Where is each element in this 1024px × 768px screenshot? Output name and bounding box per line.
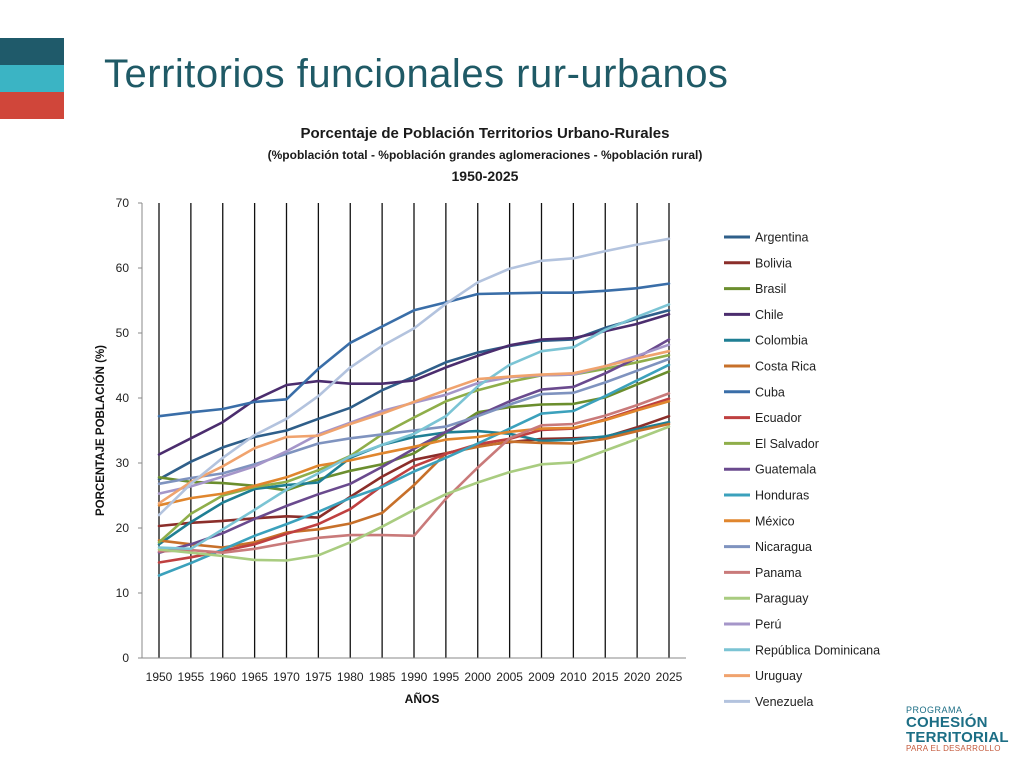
series-line (157, 282, 671, 418)
legend-label: Uruguay (755, 669, 803, 683)
x-tick-label: 2009 (528, 670, 555, 684)
x-tick-label: 1950 (146, 670, 173, 684)
y-tick-label: 0 (122, 651, 129, 665)
x-tick-label: 2000 (464, 670, 491, 684)
x-tick-label: 1985 (369, 670, 396, 684)
chart-period: 1950-2025 (451, 168, 519, 184)
series-line (157, 303, 671, 551)
series-line (157, 357, 671, 486)
y-tick-label: 30 (116, 456, 130, 470)
series-line (157, 349, 671, 505)
logo-line-1: PROGRAMA (906, 705, 963, 715)
legend-label: Chile (755, 308, 784, 322)
accent-bar-red (0, 92, 64, 119)
legend-label: Cuba (755, 385, 785, 399)
slide-title: Territorios funcionales rur-urbanos (104, 52, 729, 96)
accent-bar-teal (0, 65, 64, 92)
legend-label: México (755, 514, 795, 528)
series-line (157, 237, 671, 517)
x-tick-label: 2015 (592, 670, 619, 684)
legend-label: Ecuador (755, 411, 802, 425)
series-line (157, 392, 671, 555)
chart-subtitle: (%población total - %población grandes a… (267, 148, 703, 162)
series-line (157, 370, 671, 492)
y-tick-label: 60 (116, 261, 130, 275)
series-line (157, 420, 671, 546)
chart-title: Porcentaje de Población Territorios Urba… (300, 125, 670, 142)
legend-label: Bolivia (755, 256, 792, 270)
y-tick-label: 40 (116, 391, 130, 405)
legend-label: Perú (755, 618, 781, 632)
series-line (157, 312, 671, 456)
legend-label: Brasil (755, 282, 786, 296)
x-tick-label: 1970 (273, 670, 300, 684)
x-tick-label: 2020 (624, 670, 651, 684)
legend-label: Venezuela (755, 695, 813, 709)
program-logo: PROGRAMA COHESIÓN TERRITORIAL PARA EL DE… (906, 706, 1016, 753)
y-tick-label: 70 (116, 196, 130, 210)
series-line (157, 399, 671, 507)
logo-line-4: PARA EL DESARROLLO (906, 744, 1001, 753)
legend-label: República Dominicana (755, 643, 880, 657)
y-tick-label: 50 (116, 326, 130, 340)
accent-bar-dark (0, 38, 64, 65)
x-tick-label: 1955 (178, 670, 205, 684)
logo-line-2: COHESIÓN (906, 714, 988, 731)
x-tick-label: 1960 (209, 670, 236, 684)
x-tick-label: 1995 (433, 670, 460, 684)
logo-line-3: TERRITORIAL (906, 729, 1009, 746)
series-line (157, 422, 671, 549)
legend-label: Honduras (755, 489, 809, 503)
legend-label: Colombia (755, 334, 808, 348)
legend-label: Costa Rica (755, 360, 816, 374)
x-tick-label: 1965 (241, 670, 268, 684)
legend-label: Guatemala (755, 463, 816, 477)
x-tick-label: 1980 (337, 670, 364, 684)
legend-label: Panama (755, 566, 802, 580)
series-line (157, 363, 671, 577)
y-tick-label: 10 (116, 586, 130, 600)
x-tick-label: 1990 (401, 670, 428, 684)
legend-label: Nicaragua (755, 540, 812, 554)
series-line (157, 338, 671, 555)
legend-label: Paraguay (755, 592, 809, 606)
legend-label: Argentina (755, 231, 809, 245)
x-axis-label: AÑOS (405, 691, 440, 706)
legend-label: El Salvador (755, 437, 819, 451)
x-tick-label: 2010 (560, 670, 587, 684)
x-tick-label: 2005 (496, 670, 523, 684)
y-tick-label: 20 (116, 521, 130, 535)
x-tick-label: 1975 (305, 670, 332, 684)
series-line (157, 425, 671, 562)
x-tick-label: 2025 (656, 670, 683, 684)
y-axis-label: PORCENTAJE POBLACIÓN (%) (94, 345, 107, 516)
